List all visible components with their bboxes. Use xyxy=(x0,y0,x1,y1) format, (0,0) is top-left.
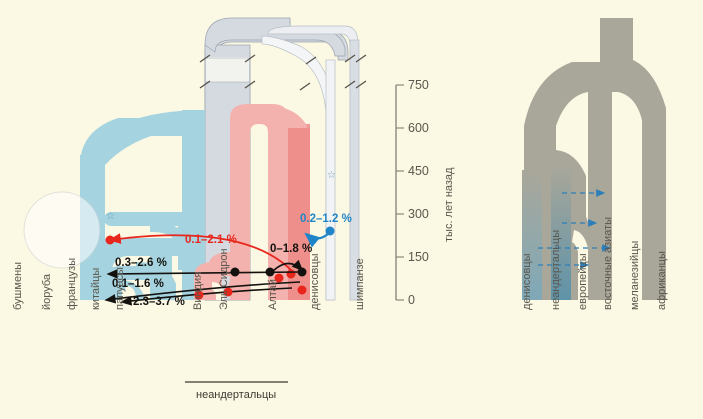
rtip-label-east-asians: восточные азиаты xyxy=(602,217,614,310)
axis-tick-3: 450 xyxy=(408,164,429,178)
flow-dot-6 xyxy=(297,285,307,295)
flow-dot-4 xyxy=(223,287,233,297)
chimpanzee-branch xyxy=(261,25,360,301)
axis-tick-2: 300 xyxy=(408,207,429,221)
flow-dot-3 xyxy=(194,290,204,300)
axis-tick-0: 0 xyxy=(408,293,415,307)
tip-label-denisovan: денисовцы xyxy=(309,253,321,310)
tip-label-chimp: шимпанзе xyxy=(354,258,366,310)
modern-human-clade xyxy=(80,110,205,300)
neanderthal-bracket: неандертальцы xyxy=(185,381,288,401)
tip-label-papuan: папуасы xyxy=(114,267,126,310)
right-panel-tree xyxy=(522,18,666,300)
rtip-label-denisovans: денисовцы xyxy=(521,253,533,310)
flow-label-3: 2.3–3.7 % xyxy=(133,296,185,308)
archaic-star-marker-1: ☆ xyxy=(106,211,115,222)
flow-dot-2 xyxy=(297,267,307,277)
tip-label-yoruba: йоруба xyxy=(41,273,53,310)
tip-label-altai: Алтай xyxy=(267,279,279,310)
flow-label-5: 0.2–1.2 % xyxy=(300,213,352,225)
flow-target-dot-red xyxy=(286,269,296,279)
axis-tick-1: 150 xyxy=(408,250,429,264)
axis-title: тыс. лет назад xyxy=(443,167,455,242)
tip-label-bushmen: бушмены xyxy=(12,262,24,310)
tip-label-chinese: китайцы xyxy=(90,268,102,310)
split-highlight-circle xyxy=(23,191,101,269)
chimp-break-marks xyxy=(299,54,367,91)
flow-label-4: 0–1.8 % xyxy=(270,243,312,255)
flow-dot-1 xyxy=(230,267,240,277)
flow-dot-blue xyxy=(325,226,335,236)
flow-source-dot-red xyxy=(105,235,115,245)
tip-label-french: французы xyxy=(66,258,78,310)
archaic-star-marker-2: ☆ xyxy=(327,170,336,181)
rtip-label-neanderthals: неандертальцы xyxy=(550,230,562,310)
rtip-label-europeans: европейцы xyxy=(577,253,589,310)
gene-flow-arrows xyxy=(104,226,335,306)
right-admixture-arrows xyxy=(538,189,612,269)
axis-tick-5: 750 xyxy=(408,78,429,92)
time-axis: 0 150 300 450 600 750 тыс. лет назад xyxy=(395,78,455,307)
left-tip-labels: бушмены йоруба французы китайцы папуасы … xyxy=(12,248,366,310)
right-tip-labels: денисовцы неандертальцы европейцы восточ… xyxy=(521,217,668,310)
flow-label-2: 0.1–1.6 % xyxy=(112,278,164,290)
scale-break-marks xyxy=(199,54,256,89)
flow-label-0: 0.1–2.1 % xyxy=(185,234,237,246)
bracket-label: неандертальцы xyxy=(196,389,276,401)
flow-dot-7 xyxy=(265,267,275,277)
flow-dot-5 xyxy=(274,273,284,283)
rtip-label-africans: африканцы xyxy=(656,251,668,310)
axis-tick-4: 600 xyxy=(408,121,429,135)
rtip-label-melanesians: меланезийцы xyxy=(629,241,641,310)
tip-label-vindija: Виндия xyxy=(192,272,204,310)
flow-label-1: 0.3–2.6 % xyxy=(115,257,167,269)
tip-label-elsidron: Эль Сидрон xyxy=(218,248,230,310)
